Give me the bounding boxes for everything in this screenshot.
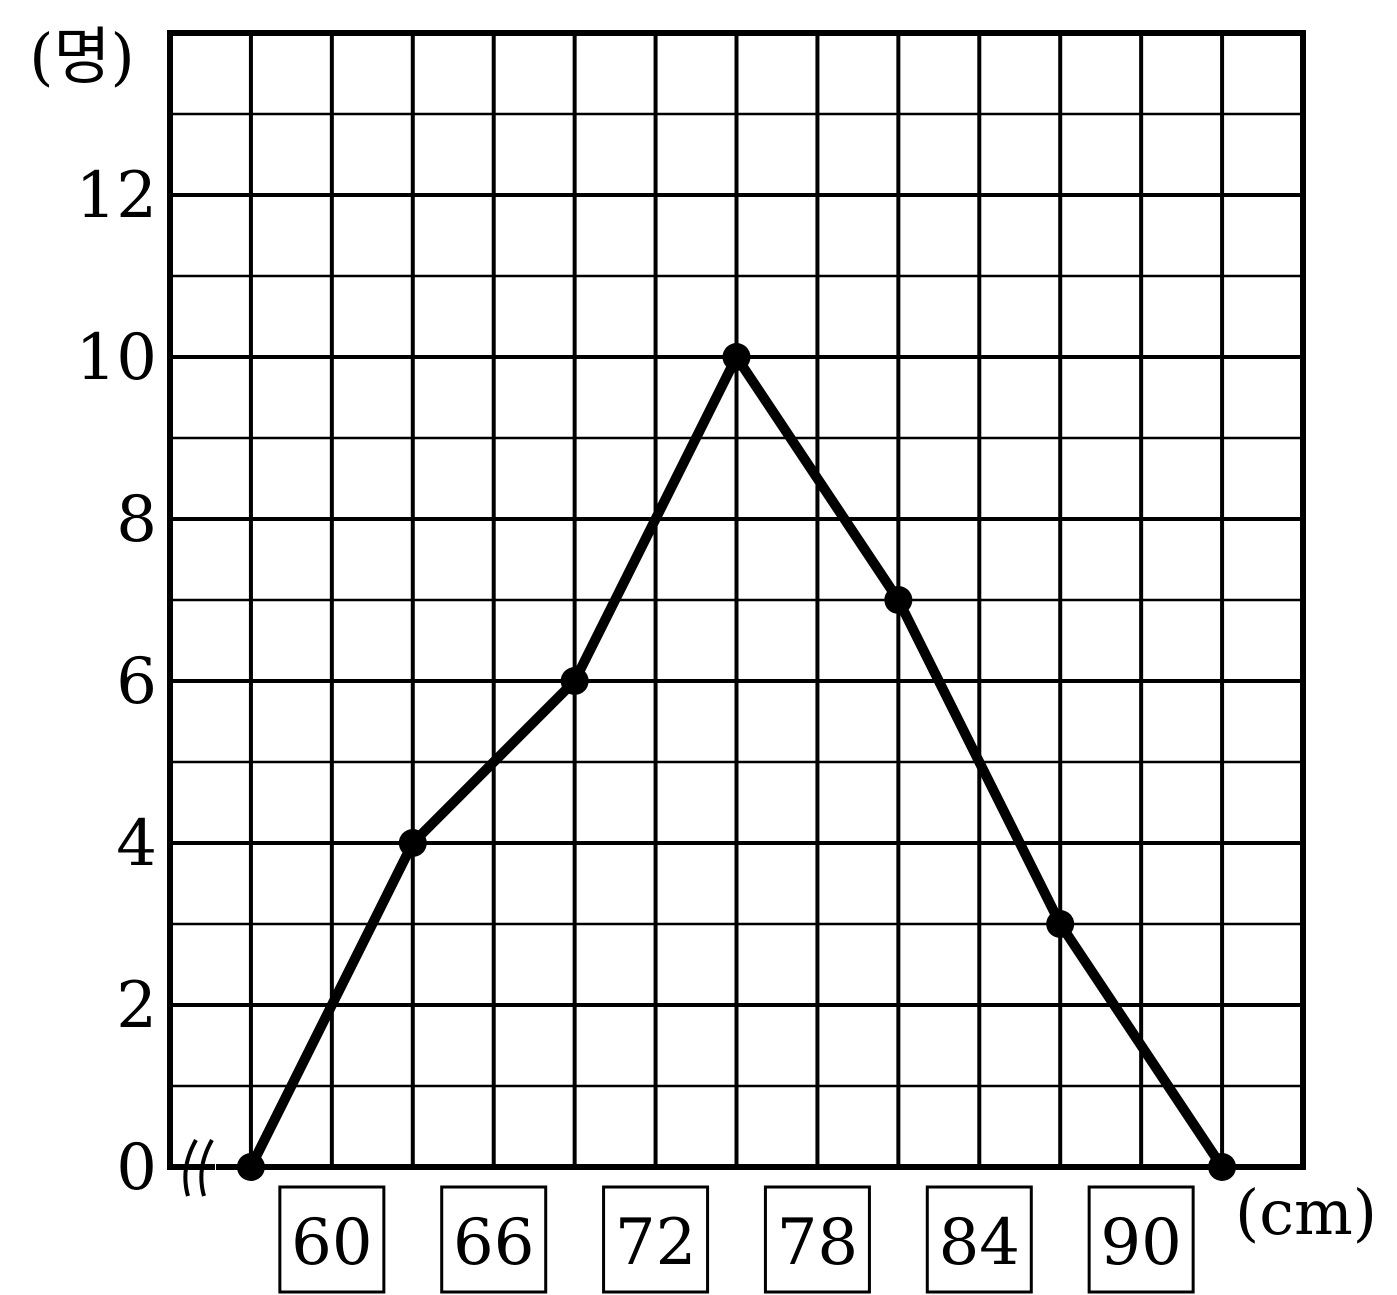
y-axis-unit-label: (명) bbox=[29, 20, 134, 93]
x-tick-box bbox=[925, 1185, 1033, 1294]
data-point bbox=[560, 667, 589, 695]
axes bbox=[167, 30, 1306, 1200]
data-point bbox=[398, 829, 427, 857]
data-point bbox=[722, 343, 751, 371]
x-tick-label: 78 bbox=[777, 1206, 858, 1280]
y-tick-label: 0 bbox=[116, 1131, 157, 1205]
data-point bbox=[884, 586, 913, 614]
x-tick-label: 90 bbox=[1100, 1206, 1181, 1280]
axis-break-mark bbox=[199, 1139, 214, 1197]
y-tick-label: 8 bbox=[116, 483, 157, 557]
grid bbox=[170, 33, 1303, 1167]
x-tick-label: 66 bbox=[453, 1206, 534, 1280]
labels: 0 2 4 6 8 10 12 (명) 60 66 72 78 84 90 (cm) bbox=[29, 20, 1377, 1294]
y-tick-label: 2 bbox=[116, 969, 157, 1043]
x-tick-label: 84 bbox=[939, 1206, 1020, 1280]
series-line bbox=[236, 343, 1237, 1181]
x-tick-box bbox=[440, 1185, 548, 1294]
plot-frame bbox=[167, 30, 1306, 1170]
x-axis-unit-label: (cm) bbox=[1235, 1176, 1377, 1249]
y-tick-label: 4 bbox=[116, 807, 157, 881]
x-tick-label: 72 bbox=[615, 1206, 696, 1280]
data-point bbox=[236, 1153, 265, 1181]
y-tick-label: 10 bbox=[76, 321, 157, 395]
y-tick-label: 6 bbox=[116, 645, 157, 719]
x-tick-box bbox=[1087, 1185, 1195, 1294]
x-tick-box bbox=[278, 1185, 386, 1294]
data-point bbox=[1046, 910, 1075, 938]
y-tick-label: 12 bbox=[76, 159, 157, 233]
x-tick-label: 60 bbox=[291, 1206, 372, 1280]
x-tick-box bbox=[763, 1185, 871, 1294]
data-point bbox=[1208, 1153, 1237, 1181]
x-tick-box bbox=[602, 1185, 710, 1294]
axis-break-mark bbox=[183, 1139, 198, 1197]
